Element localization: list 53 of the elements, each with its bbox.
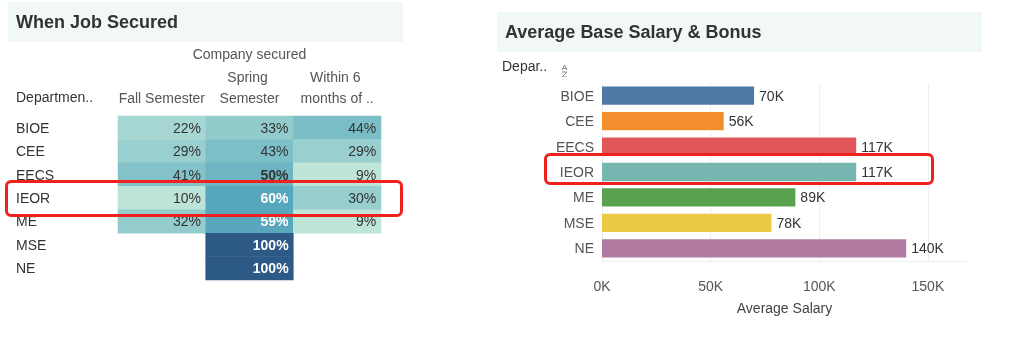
bar xyxy=(602,86,755,105)
data-label: 140K xyxy=(911,240,945,257)
data-label: 117K xyxy=(861,138,894,155)
x-tick-label: 100K xyxy=(802,278,837,294)
data-label: 117K xyxy=(861,164,894,180)
chart-title: Average Base Salary & Bonus xyxy=(497,12,982,52)
data-label: 41% xyxy=(172,166,201,183)
chart-title: When Job Secured xyxy=(8,2,403,42)
data-label: 78K xyxy=(776,214,803,231)
data-label: 29% xyxy=(172,143,201,160)
data-label: 56K xyxy=(728,113,755,130)
y-tick-label: ME xyxy=(573,189,594,206)
data-label: 29% xyxy=(348,143,377,160)
y-tick-label: EECS xyxy=(555,138,594,155)
data-label: 10% xyxy=(172,190,201,206)
data-label: 44% xyxy=(348,119,377,136)
y-tick-label: EECS xyxy=(16,166,55,183)
y-tick-label: BIOE xyxy=(16,119,50,136)
data-label: 100% xyxy=(252,260,290,277)
data-label: 9% xyxy=(356,166,377,183)
data-label: 30% xyxy=(348,190,377,206)
data-label: 33% xyxy=(260,119,289,136)
bar xyxy=(602,162,857,182)
x-tick-label: 50K xyxy=(698,278,724,294)
data-label: 70K xyxy=(759,87,785,104)
y-axis-title: Depar.. xyxy=(502,58,548,74)
x-tick-label: 0K xyxy=(593,278,612,294)
bar xyxy=(602,213,772,233)
y-tick-label: BIOE xyxy=(560,87,594,104)
x-axis-title: Average Salary xyxy=(736,300,833,316)
data-label: 89K xyxy=(800,189,826,206)
y-tick-label: NE xyxy=(16,260,36,277)
bar xyxy=(602,111,724,131)
x-axis-title: Company secured xyxy=(192,46,307,62)
data-label: 100% xyxy=(252,236,290,253)
data-label: 22% xyxy=(172,119,201,136)
bar xyxy=(602,239,907,258)
y-tick-label: MSE xyxy=(16,236,47,253)
y-tick-label: CEE xyxy=(565,113,594,130)
data-label: 43% xyxy=(260,143,289,160)
data-label: 60% xyxy=(260,190,290,206)
x-tick-label: Within 6 months of .. xyxy=(300,68,374,106)
x-tick-label: Fall Semester xyxy=(118,89,206,106)
y-tick-label: MSE xyxy=(563,214,594,231)
y-tick-label: IEOR xyxy=(559,164,594,180)
x-tick-label: Spring Semester xyxy=(219,68,280,106)
y-axis-title: Departmen.. xyxy=(16,89,94,105)
data-label: 50% xyxy=(260,166,290,183)
bar xyxy=(602,188,796,207)
y-tick-label: IEOR xyxy=(16,190,51,206)
y-tick-label: NE xyxy=(574,240,594,257)
x-tick-label: 150K xyxy=(911,278,945,294)
y-tick-label: CEE xyxy=(16,143,45,160)
